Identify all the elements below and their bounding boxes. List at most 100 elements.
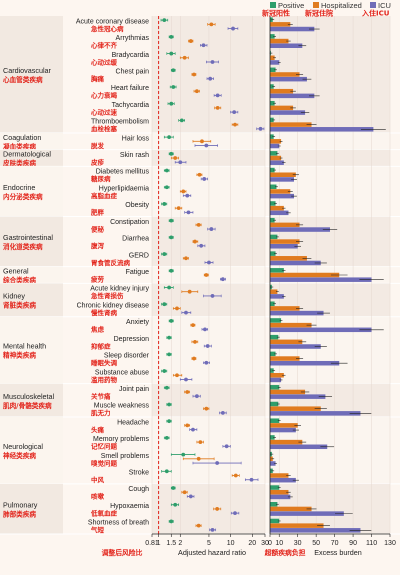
group-label: Endocrine: [3, 183, 35, 192]
hr-point-1: [184, 256, 188, 261]
hr-point-1: [187, 289, 192, 294]
hr-point-0: [169, 51, 174, 56]
hr-point-2: [233, 511, 237, 516]
hr-point-1: [193, 239, 197, 244]
burden-bar-2: [270, 294, 284, 299]
hr-point-0: [167, 352, 172, 357]
group-label: Kidney: [3, 292, 25, 301]
row-label-zh: 腹泻: [90, 241, 105, 250]
group-label-zh: 肺部类疾病: [3, 509, 36, 518]
burden-bar-0: [270, 234, 278, 240]
row-label-zh: 头痛: [91, 425, 105, 434]
burden-bar-2: [270, 277, 372, 282]
burden-bar-2: [270, 310, 324, 316]
burden-bar-1: [270, 172, 296, 177]
right-tick-label: 130: [384, 540, 396, 547]
group-label-zh: 消化道类疾病: [3, 242, 43, 251]
burden-bar-1: [270, 105, 294, 111]
group-band: [0, 316, 63, 384]
row-label-zh: 睡眠失调: [91, 358, 118, 367]
group-label-zh: 肾脏类疾病: [3, 301, 36, 310]
hr-point-0: [164, 469, 169, 474]
row-label: Heart failure: [111, 85, 149, 92]
burden-bar-1: [270, 22, 291, 27]
hr-point-0: [167, 335, 172, 340]
hr-point-2: [215, 93, 220, 98]
row-label: Memory problems: [93, 436, 150, 443]
hr-point-1: [192, 72, 196, 77]
row-label-zh: 抑郁症: [91, 341, 111, 350]
burden-bar-2: [270, 377, 282, 383]
burden-bar-0: [270, 418, 280, 423]
burden-bar-0: [270, 134, 274, 139]
hr-point-0: [169, 319, 174, 323]
left-tick-label: 2: [178, 540, 182, 547]
row-label: Thromboembolism: [91, 119, 149, 126]
group-band: [0, 216, 63, 267]
right-axis-title: Excess burden: [314, 548, 362, 557]
burden-bar-2: [270, 411, 361, 416]
hr-point-2: [231, 26, 235, 31]
hr-point-2: [188, 494, 193, 499]
burden-bar-0: [270, 151, 278, 156]
hr-point-2: [202, 177, 207, 181]
hr-point-2: [201, 43, 206, 48]
hr-point-1: [200, 139, 204, 144]
burden-bar-2: [270, 193, 294, 199]
row-label-zh: 关节痛: [91, 391, 111, 400]
hr-point-1: [196, 222, 201, 227]
group-band: [0, 166, 63, 217]
group-label-zh: 心血管类疾病: [3, 75, 43, 84]
hr-point-0: [164, 185, 169, 190]
hr-point-0: [167, 285, 172, 290]
group-label: Musculoskeletal: [3, 392, 55, 401]
hr-point-1: [188, 39, 193, 43]
row-label-zh: 疲劳: [91, 275, 105, 284]
burden-bar-2: [270, 60, 280, 65]
group-label: Gastrointestinal: [3, 233, 53, 242]
hr-point-1: [196, 523, 201, 528]
row-label-zh: 高脂血症: [91, 191, 118, 200]
hr-point-2: [224, 444, 229, 449]
hr-point-1: [182, 490, 187, 495]
burden-bar-1: [270, 439, 303, 445]
group-band-left-panel: [152, 166, 265, 217]
row-label: Substance abuse: [95, 369, 149, 376]
burden-bar-2: [270, 260, 321, 266]
right-tick-label: 30: [294, 540, 302, 547]
burden-bar-2: [270, 76, 307, 82]
burden-bar-2: [270, 127, 374, 132]
burden-bar-0: [270, 351, 276, 357]
group-band: [0, 132, 63, 150]
hr-point-1: [191, 323, 195, 328]
burden-bar-1: [270, 272, 340, 278]
burden-bar-0: [270, 518, 280, 524]
left-tick-label: 1: [157, 540, 161, 547]
row-label-zh: 低氧血症: [90, 508, 118, 517]
row-label-zh: 糖尿病: [91, 174, 111, 183]
group-label-zh: 皮肤类疾病: [3, 159, 36, 168]
group-band-left-panel: [152, 283, 265, 317]
hr-point-0: [162, 202, 167, 206]
burden-bar-1: [270, 38, 289, 44]
burden-bar-1: [270, 322, 312, 328]
hr-point-0: [167, 135, 172, 140]
burden-bar-2: [270, 227, 330, 232]
right-tick-label: 0: [268, 540, 272, 547]
group-label-zh: 综合类疾病: [3, 276, 36, 285]
right-tick-label: 90: [349, 540, 357, 547]
hr-point-0: [169, 151, 174, 156]
burden-bar-2: [270, 477, 296, 483]
burden-bar-2: [270, 244, 298, 249]
hr-point-1: [209, 22, 214, 27]
row-label: Hypoxaemia: [110, 503, 149, 510]
group-band: [0, 417, 63, 484]
hr-point-1: [198, 440, 203, 444]
hr-point-0: [162, 18, 167, 23]
row-label: Sleep disorder: [104, 353, 150, 360]
group-label-zh: 凝血类疾病: [3, 142, 36, 151]
burden-bar-1: [270, 189, 291, 194]
row-label-zh: 急性肾损伤: [91, 291, 124, 300]
group-band: [0, 16, 63, 133]
row-label-zh: 慢性肾病: [91, 308, 118, 317]
